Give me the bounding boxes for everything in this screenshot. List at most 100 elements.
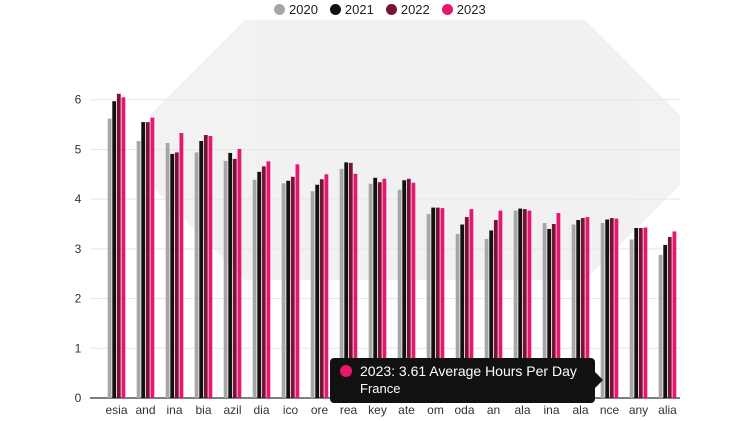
bar-2020-ala[interactable] [571, 224, 576, 398]
bar-2023-oda[interactable] [469, 209, 474, 398]
bar-2022-nce[interactable] [609, 218, 614, 398]
bar-2021-ala[interactable] [518, 208, 523, 398]
bar-2022-alia[interactable] [667, 236, 672, 398]
x-tick-label: dia [253, 403, 269, 417]
x-axis-ticks: esia and ina bia azil dia ico ore rea key ate om oda… [105, 403, 677, 417]
legend-swatch-icon [329, 4, 341, 15]
bar-2021-any[interactable] [634, 227, 639, 398]
legend-item-2021[interactable]: 2021 [329, 2, 374, 17]
bar-2020-rea[interactable] [339, 168, 344, 398]
bar-2023-bia[interactable] [208, 136, 213, 399]
bar-2020-bia[interactable] [194, 152, 199, 398]
bar-2020-ore[interactable] [310, 191, 315, 398]
bar-2023-ate[interactable] [411, 182, 416, 398]
bar-2020-key[interactable] [368, 183, 373, 398]
x-tick-label: ala [572, 403, 588, 417]
bar-2022-an[interactable] [493, 220, 498, 398]
bar-2021-esia[interactable] [112, 101, 117, 398]
x-tick-label: rea [340, 403, 358, 417]
bar-2020-an[interactable] [484, 238, 489, 398]
bar-2022-and[interactable] [145, 122, 150, 398]
bar-2022-ico[interactable] [290, 176, 295, 398]
bar-2023-alia[interactable] [672, 231, 677, 398]
bar-2022-om[interactable] [435, 207, 440, 398]
bar-2020-om[interactable] [426, 214, 431, 398]
bar-2022-any[interactable] [638, 227, 643, 398]
bar-2021-oda[interactable] [460, 224, 465, 398]
bar-2021-ico[interactable] [286, 180, 291, 398]
bar-2020-ico[interactable] [281, 183, 286, 398]
bar-2021-ina[interactable] [170, 153, 175, 398]
bar-2021-ore[interactable] [315, 184, 320, 398]
bar-2023-nce[interactable] [614, 218, 619, 398]
bar-2020-azil[interactable] [223, 160, 228, 398]
bar-2020-dia[interactable] [252, 179, 257, 398]
bar-2020-oda[interactable] [455, 233, 460, 398]
bar-2023-dia[interactable] [266, 161, 271, 398]
bars[interactable] [107, 93, 677, 399]
bar-2023-and[interactable] [150, 117, 155, 399]
bar-2021-alia[interactable] [663, 244, 668, 398]
bar-2022-oda[interactable] [464, 217, 469, 398]
bar-2021-ala[interactable] [576, 220, 581, 398]
bar-2023-ina[interactable] [179, 133, 184, 398]
bar-2022-esia[interactable] [116, 93, 121, 398]
bar-2020-ina[interactable] [542, 223, 547, 398]
bar-2023-any[interactable] [643, 227, 648, 398]
bar-2020-ala[interactable] [513, 210, 518, 398]
bar-2022-ala[interactable] [580, 218, 585, 398]
x-tick-label: oda [454, 403, 474, 417]
bar-2023-ala[interactable] [527, 210, 532, 398]
bar-2021-azil[interactable] [228, 152, 233, 398]
tooltip-value: 2023: 3.61 Average Hours Per Day [360, 363, 577, 379]
bar-2023-key[interactable] [382, 178, 387, 398]
bar-2021-an[interactable] [489, 230, 494, 398]
y-tick-label: 0 [75, 391, 82, 405]
bar-2021-key[interactable] [373, 177, 378, 398]
bar-2023-om[interactable] [440, 208, 445, 398]
bar-2022-ina[interactable] [174, 152, 179, 398]
tooltip-category: France [360, 381, 401, 396]
bar-2023-ina[interactable] [556, 213, 561, 398]
x-tick-label: azil [223, 403, 241, 417]
x-tick-label: bia [195, 403, 211, 417]
bar-2021-om[interactable] [431, 207, 436, 398]
bar-2021-bia[interactable] [199, 140, 204, 399]
bar-2021-ate[interactable] [402, 180, 407, 398]
bar-2020-and[interactable] [136, 140, 141, 399]
x-tick-label: ala [514, 403, 530, 417]
bar-2022-ala[interactable] [522, 209, 527, 398]
x-tick-label: om [427, 403, 444, 417]
bar-2023-an[interactable] [498, 210, 503, 398]
bar-2022-dia[interactable] [261, 166, 266, 398]
bar-2020-ate[interactable] [397, 189, 402, 398]
bar-2022-ore[interactable] [319, 179, 324, 398]
bar-2023-ore[interactable] [324, 174, 329, 398]
bar-2023-ala[interactable] [585, 217, 590, 398]
legend-label: 2021 [344, 2, 374, 17]
bar-2022-ina[interactable] [551, 224, 556, 398]
bar-2022-key[interactable] [377, 182, 382, 398]
bar-2020-esia[interactable] [107, 118, 112, 399]
bar-2021-and[interactable] [141, 122, 146, 398]
bar-2021-ina[interactable] [547, 228, 552, 398]
bar-2022-bia[interactable] [203, 135, 208, 399]
legend-item-2022[interactable]: 2022 [385, 2, 430, 17]
legend-item-2020[interactable]: 2020 [274, 2, 318, 17]
bar-2020-ina[interactable] [165, 142, 170, 398]
bar-2023-esia[interactable] [121, 97, 126, 398]
bar-2022-azil[interactable] [232, 158, 237, 398]
legend-item-2023[interactable]: 2023 [441, 2, 486, 17]
bar-2021-dia[interactable] [257, 171, 262, 398]
bar-2023-rea[interactable] [353, 173, 358, 398]
bar-2021-nce[interactable] [605, 219, 610, 398]
x-tick-label: alia [658, 403, 677, 417]
bar-2022-rea[interactable] [348, 162, 353, 398]
bar-2023-azil[interactable] [237, 148, 242, 398]
bar-2020-nce[interactable] [600, 223, 605, 398]
bar-2020-any[interactable] [629, 239, 634, 398]
bar-2021-rea[interactable] [344, 162, 349, 398]
bar-2022-ate[interactable] [406, 178, 411, 398]
bar-2023-ico[interactable] [295, 164, 300, 398]
bar-2020-alia[interactable] [658, 254, 663, 398]
